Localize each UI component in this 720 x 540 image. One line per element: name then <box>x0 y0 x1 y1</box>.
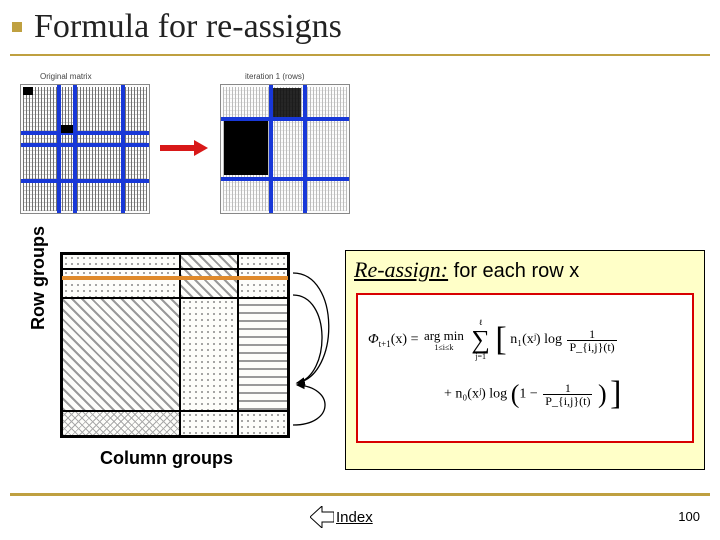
page-number: 100 <box>678 509 700 524</box>
title-marker <box>12 22 22 32</box>
grid-chart <box>60 252 290 438</box>
red-arrow-icon <box>160 140 210 156</box>
matrix-right <box>220 84 350 214</box>
row-groups-label: Row groups <box>28 226 49 330</box>
formula-inner: Φt+1(x) = arg min1≤i≤k ℓ∑j=1 [ n₁(xʲ) lo… <box>356 293 694 443</box>
index-arrow-icon <box>310 506 334 528</box>
index-link[interactable]: Index <box>336 509 373 526</box>
figure-label-right: iteration 1 (rows) <box>245 72 305 81</box>
matrix-figures: Original matrix iteration 1 (rows) <box>20 70 350 225</box>
slide-title-bar: Formula for re-assigns <box>0 0 720 50</box>
column-groups-label: Column groups <box>100 448 233 469</box>
formula-heading-rest: for each row x <box>448 260 579 282</box>
slide-title: Formula for re-assigns <box>34 8 342 45</box>
matrix-left <box>20 84 150 214</box>
formula-box: Re-assign: for each row x Φt+1(x) = arg … <box>345 250 705 470</box>
formula-heading: Re-assign: for each row x <box>346 251 704 285</box>
formula-heading-emph: Re-assign: <box>354 257 448 282</box>
title-underline <box>10 54 710 56</box>
figure-label-left: Original matrix <box>40 72 92 81</box>
footer-divider <box>10 493 710 496</box>
